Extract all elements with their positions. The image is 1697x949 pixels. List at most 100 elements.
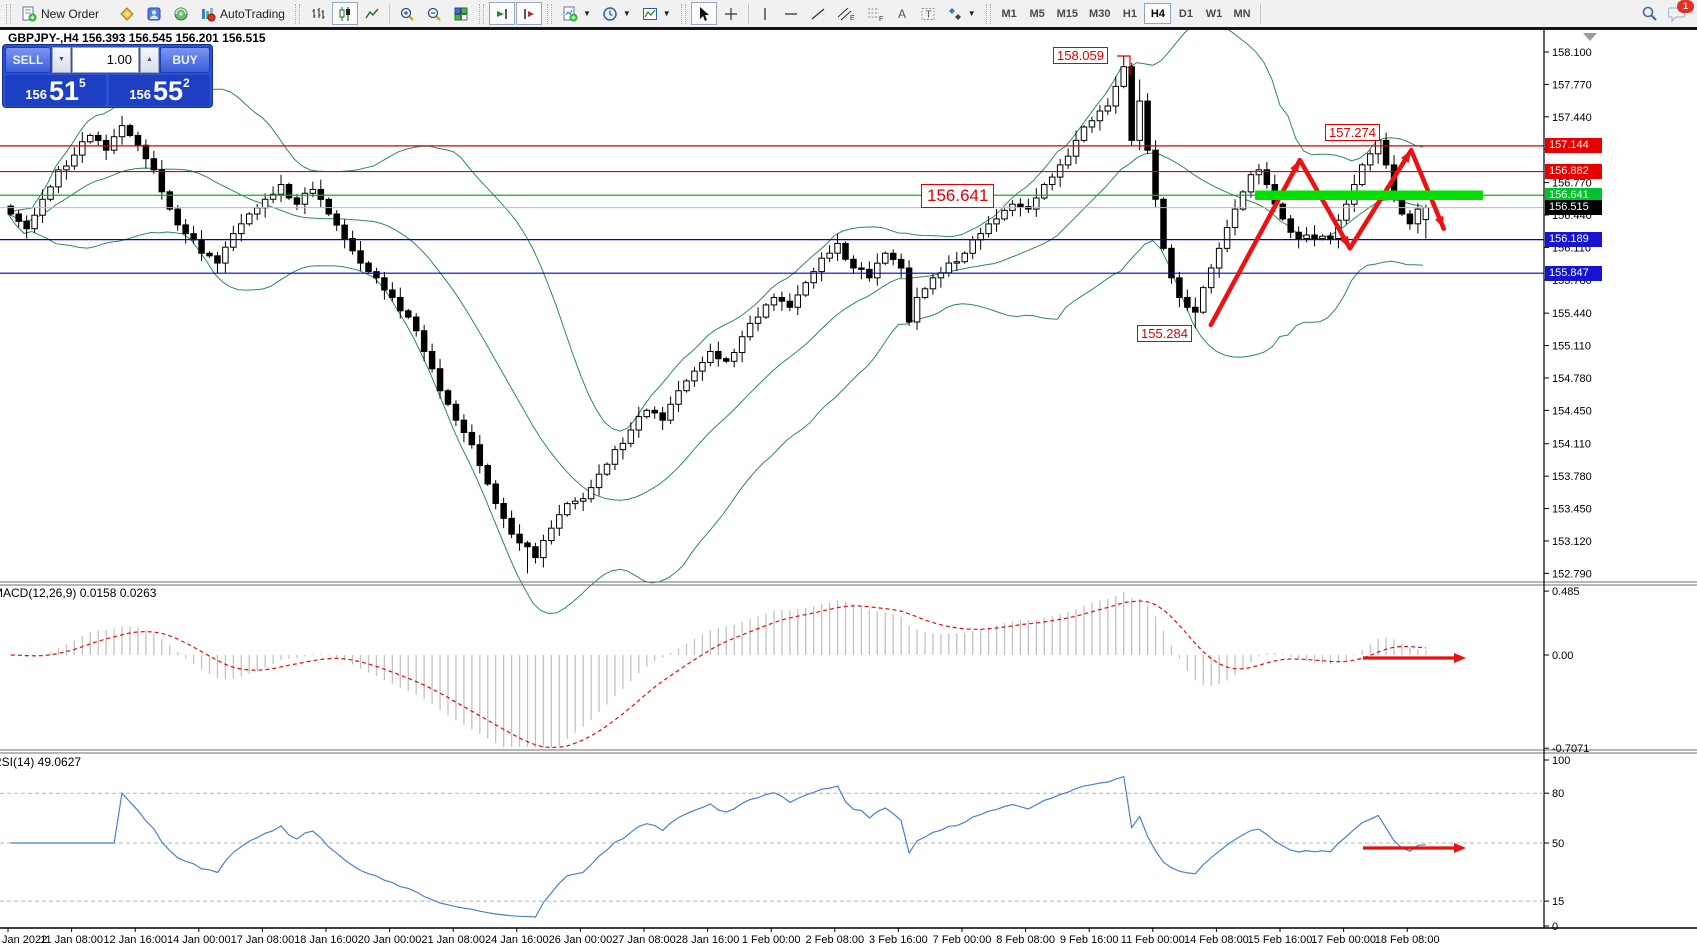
buy-button[interactable]: BUY xyxy=(160,47,210,73)
sell-price-main: 51 xyxy=(48,76,80,106)
rsi-indicator xyxy=(0,759,1549,927)
arrowhead xyxy=(1340,235,1350,249)
one-click-trading-panel: SELL ▼ 1.00 ▲ BUY 156 51 5 156 55 2 xyxy=(2,44,213,108)
chart-shift-button[interactable] xyxy=(515,2,542,25)
vertical-line-icon xyxy=(764,7,766,20)
toolbar-grip xyxy=(546,3,552,24)
arrows-button[interactable]: ▼ xyxy=(942,2,981,25)
notifications-button[interactable]: 1 xyxy=(1668,0,1694,23)
date-label: 3 Feb 16:00 xyxy=(869,934,928,946)
support-zone-band[interactable] xyxy=(1255,190,1483,200)
sell-button[interactable]: SELL xyxy=(5,47,51,73)
macd-tick-label: 0.00 xyxy=(1552,650,1573,662)
rsi-tick-label: 100 xyxy=(1552,755,1570,767)
line-chart-button[interactable] xyxy=(359,2,385,25)
buy-price-prefix: 156 xyxy=(129,87,151,102)
timeframe-m1[interactable]: M1 xyxy=(996,3,1023,24)
sell-price[interactable]: 156 51 5 xyxy=(5,75,106,106)
equidistant-channel-icon: E xyxy=(837,7,855,22)
date-label: Jan 2022 xyxy=(2,934,47,946)
volume-decrease-button[interactable]: ▼ xyxy=(52,47,71,73)
new-order-label: New Order xyxy=(41,6,100,21)
timeframe-h4[interactable]: H4 xyxy=(1144,3,1172,24)
chart-shift-marker[interactable] xyxy=(1583,33,1597,41)
price-annotation[interactable]: 158.059 xyxy=(1053,47,1108,64)
price-annotation[interactable]: 155.284 xyxy=(1137,325,1192,342)
horizontal-line-button[interactable] xyxy=(778,2,804,25)
timeframe-w1[interactable]: W1 xyxy=(1200,3,1227,24)
notification-badge: 1 xyxy=(1677,0,1694,13)
autotrading-button[interactable]: AutoTrading xyxy=(195,2,290,25)
arrowhead xyxy=(1401,150,1412,163)
metaeditor-button[interactable] xyxy=(114,2,140,25)
navigator-icon xyxy=(174,7,188,20)
buy-price[interactable]: 156 55 2 xyxy=(109,75,210,106)
date-label: 24 Jan 16:00 xyxy=(485,934,549,946)
timeframe-d1[interactable]: D1 xyxy=(1172,3,1199,24)
toolbar-separator xyxy=(1259,3,1261,24)
bar-chart-icon xyxy=(312,7,325,19)
trendline-button[interactable] xyxy=(805,2,831,25)
toolbar: New Order AutoTrading xyxy=(0,0,1697,27)
equidistant-channel-button[interactable]: E xyxy=(832,2,860,25)
date-label: 18 Feb 08:00 xyxy=(1375,934,1440,946)
price-annotation[interactable]: 157.274 xyxy=(1325,124,1380,141)
date-label: 2 Feb 08:00 xyxy=(805,934,864,946)
date-label: 17 Jan 08:00 xyxy=(231,934,295,946)
timeframe-h1[interactable]: H1 xyxy=(1116,3,1143,24)
tile-windows-button[interactable] xyxy=(448,2,474,25)
autotrading-icon xyxy=(202,7,216,22)
svg-text:T: T xyxy=(925,9,931,20)
vertical-line-button[interactable] xyxy=(753,2,777,25)
templates-icon xyxy=(642,7,657,20)
axis-price-tag: 156.641 xyxy=(1545,187,1602,203)
cursor-button[interactable] xyxy=(690,2,717,25)
zoom-out-icon xyxy=(427,7,441,21)
text-label-icon: T xyxy=(921,7,935,20)
dropdown-caret-icon: ▼ xyxy=(582,9,591,18)
text-button[interactable]: A xyxy=(890,2,914,25)
autotrading-label: AutoTrading xyxy=(220,6,285,21)
price-tick-label: 153.450 xyxy=(1552,504,1592,516)
crosshair-button[interactable] xyxy=(718,2,744,25)
fibonacci-button[interactable]: F xyxy=(861,2,889,25)
chart-title: GBPJPY-,H4 156.393 156.545 156.201 156.5… xyxy=(8,31,266,45)
templates-button[interactable]: ▼ xyxy=(637,2,676,25)
search-icon[interactable] xyxy=(1641,5,1658,22)
arrowhead xyxy=(1290,159,1300,173)
bar-chart-button[interactable] xyxy=(305,2,331,25)
text-label-button[interactable]: T xyxy=(915,2,941,25)
price-tick-label: 156.770 xyxy=(1552,178,1592,190)
timeframe-m5[interactable]: M5 xyxy=(1024,3,1051,24)
arrowhead xyxy=(1454,653,1466,663)
timeframe-mn[interactable]: MN xyxy=(1228,3,1255,24)
date-label: 20 Jan 00:00 xyxy=(358,934,422,946)
cursor-icon xyxy=(699,6,709,21)
new-chart-button[interactable]: ▼ xyxy=(557,2,596,25)
market-watch-button[interactable] xyxy=(141,2,167,25)
date-label: 18 Jan 16:00 xyxy=(294,934,358,946)
new-order-icon xyxy=(22,6,37,21)
rsi-tick-label: 50 xyxy=(1552,838,1564,850)
auto-scroll-button[interactable] xyxy=(488,2,515,25)
zoom-in-button[interactable] xyxy=(394,2,420,25)
timeframe-m15[interactable]: M15 xyxy=(1052,3,1083,24)
navigator-button[interactable] xyxy=(168,2,194,25)
svg-text:A: A xyxy=(898,7,906,21)
dropdown-caret-icon: ▼ xyxy=(662,9,671,18)
date-label: 28 Jan 16:00 xyxy=(676,934,740,946)
auto-scroll-icon xyxy=(496,8,507,19)
window-top-border xyxy=(0,27,1697,30)
candlestick-chart-button[interactable] xyxy=(331,2,358,25)
profiles-button[interactable]: ▼ xyxy=(597,2,636,25)
macd-tick-label: 0.485 xyxy=(1552,586,1580,598)
date-label: 17 Feb 00:00 xyxy=(1311,934,1376,946)
timeframe-m30[interactable]: M30 xyxy=(1084,3,1115,24)
volume-input[interactable]: 1.00 xyxy=(72,47,139,73)
price-tick-label: 154.110 xyxy=(1552,439,1591,451)
zoom-out-button[interactable] xyxy=(421,2,447,25)
new-order-button[interactable]: New Order xyxy=(16,2,104,25)
volume-increase-button[interactable]: ▲ xyxy=(140,47,159,73)
price-annotation[interactable]: 156.641 xyxy=(921,184,995,208)
